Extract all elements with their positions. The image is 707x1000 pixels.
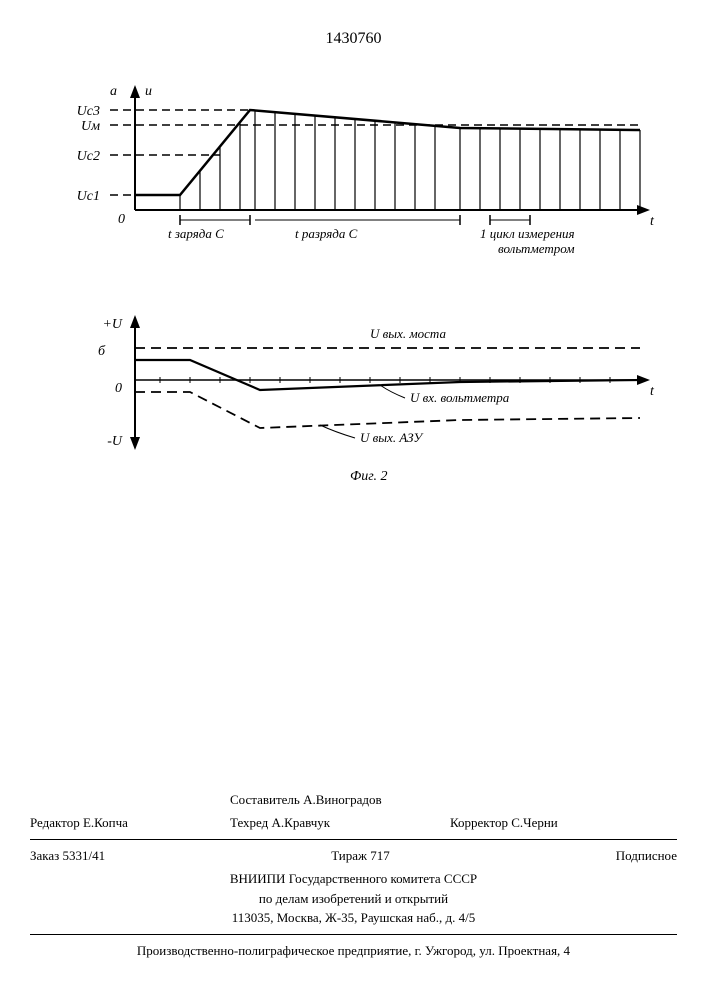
x-axis-label-a: t (650, 214, 655, 229)
x-axis-label-b: t (650, 384, 655, 399)
curve-label-mosta: U вых. моста (370, 326, 446, 341)
divider-1 (30, 839, 677, 840)
chart-a: Uc3 Uм Uc2 Uc1 0 u а t t заряда С t разр… (77, 84, 655, 256)
y-axis-label-a: u (145, 84, 152, 99)
ytick-uc1: Uc1 (77, 189, 100, 204)
xlabel-cycle1: 1 цикл измерения (480, 226, 575, 241)
ytick-um: Uм (81, 119, 100, 134)
ytick-0: 0 (118, 212, 125, 227)
org-line-2: по делам изобретений и открытий (30, 889, 677, 909)
y-axis-neg: -U (107, 434, 123, 449)
y-axis-pos: +U (102, 317, 122, 332)
chart-b-label: б (98, 344, 106, 359)
techred: Техред А.Кравчук (230, 813, 450, 833)
editor: Редактор Е.Копча (30, 813, 230, 833)
compiler: Составитель А.Виноградов (230, 790, 382, 810)
figure-caption: Фиг. 2 (350, 469, 388, 484)
xlabel-charge: t заряда С (168, 226, 224, 241)
zero-label-b: 0 (115, 381, 122, 396)
footer-block: Составитель А.Виноградов Редактор Е.Копч… (30, 790, 677, 961)
tirazh: Тираж 717 (331, 846, 390, 866)
signed: Подписное (616, 846, 677, 866)
figure-svg: Uc3 Uм Uc2 Uc1 0 u а t t заряда С t разр… (60, 80, 660, 540)
corrector: Корректор С.Черни (450, 813, 677, 833)
curve-label-voltmetra: U вх. вольтметра (410, 390, 510, 405)
order-number: Заказ 5331/41 (30, 846, 105, 866)
divider-2 (30, 934, 677, 935)
xlabel-cycle2: вольтметром (498, 241, 575, 256)
org-line-1: ВНИИПИ Государственного комитета СССР (30, 869, 677, 889)
address: 113035, Москва, Ж-35, Раушская наб., д. … (30, 908, 677, 928)
ytick-uc2: Uc2 (77, 149, 100, 164)
ytick-uc3: Uc3 (77, 104, 100, 119)
xlabel-discharge: t разряда С (295, 226, 358, 241)
diagram-area: Uc3 Uм Uc2 Uc1 0 u а t t заряда С t разр… (60, 80, 660, 540)
page-number: 1430760 (326, 30, 382, 48)
chart-b: +U -U б 0 t U вых. моста U вх. вольтметр… (98, 315, 655, 450)
production: Производственно-полиграфическое предприя… (30, 941, 677, 961)
curve-label-azu: U вых. АЗУ (360, 430, 424, 445)
chart-a-label: а (110, 84, 117, 99)
